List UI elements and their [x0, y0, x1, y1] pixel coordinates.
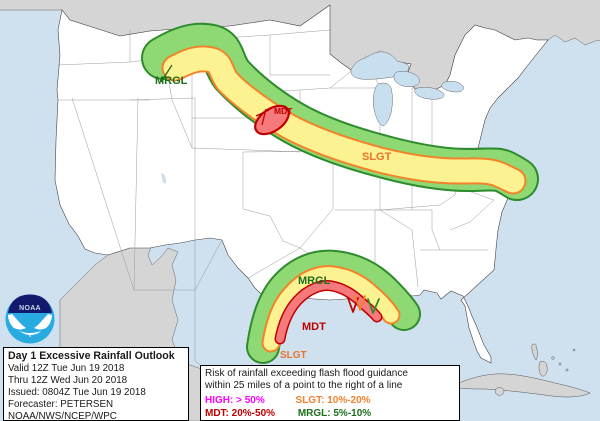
svg-text:SLGT: SLGT	[280, 350, 307, 361]
svg-text:SLGT: SLGT	[362, 151, 392, 163]
svg-text:MRGL: MRGL	[298, 275, 331, 287]
svg-text:NOAA: NOAA	[19, 305, 41, 312]
svg-text:MRGL: MRGL	[155, 75, 188, 87]
svg-text:MDT: MDT	[274, 106, 293, 116]
svg-text:MDT: MDT	[302, 321, 326, 333]
